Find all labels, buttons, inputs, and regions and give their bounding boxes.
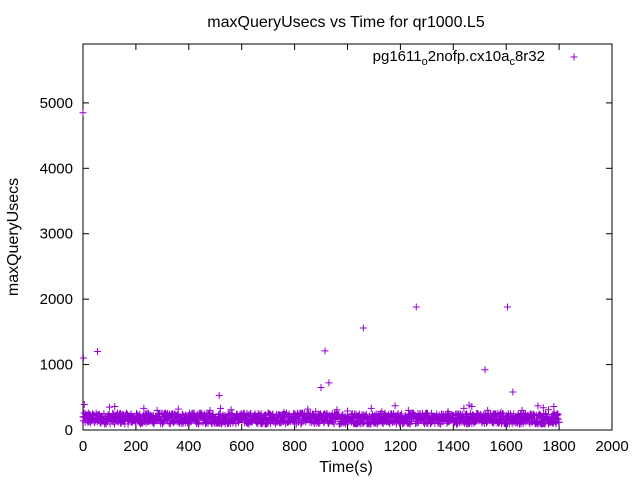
y-tick-label: 5000	[40, 95, 73, 112]
data-point	[227, 406, 235, 414]
x-tick-label: 1200	[384, 438, 417, 455]
data-point	[280, 408, 288, 416]
y-tick-label: 0	[65, 422, 73, 439]
data-point	[509, 388, 517, 396]
band-point	[142, 419, 150, 427]
data-point	[116, 410, 124, 418]
band-point	[462, 411, 470, 419]
band-point	[555, 418, 563, 426]
data-point	[325, 379, 333, 387]
band-point	[315, 420, 323, 428]
x-tick-label: 600	[229, 438, 254, 455]
data-point	[391, 402, 399, 410]
data-point	[460, 404, 468, 412]
chart-title: maxQueryUsecs vs Time for qr1000.L5	[207, 14, 485, 31]
data-point	[174, 405, 182, 413]
legend-label: pg1611o2nofp.cx10ac8r32	[373, 48, 545, 68]
x-axis-label: Time(s)	[319, 459, 373, 476]
series-points	[79, 109, 558, 418]
band-point	[297, 420, 305, 428]
data-point	[550, 402, 558, 410]
data-point	[317, 383, 325, 391]
data-point	[378, 408, 386, 416]
y-axis-ticks: 0 1000 2000 3000 4000 5000	[40, 95, 612, 439]
data-point	[243, 410, 251, 418]
data-point	[217, 404, 225, 412]
x-tick-label: 800	[282, 438, 307, 455]
plot-area-frame	[82, 43, 613, 431]
y-axis-label: maxQueryUsecs	[5, 178, 22, 296]
data-point	[80, 400, 88, 408]
data-point	[291, 410, 299, 418]
x-tick-label: 400	[176, 438, 201, 455]
data-point	[140, 404, 148, 412]
x-tick-label: 200	[123, 438, 148, 455]
x-tick-label: 1600	[490, 438, 523, 455]
data-point	[504, 303, 512, 311]
data-point	[105, 403, 113, 411]
band-point	[269, 410, 277, 418]
dense-point-band	[79, 409, 563, 428]
band-point	[228, 409, 236, 417]
data-point	[545, 406, 553, 414]
data-point	[412, 303, 420, 311]
data-point	[497, 408, 505, 416]
data-point	[321, 347, 329, 355]
data-point	[80, 354, 88, 362]
y-tick-label: 4000	[40, 160, 73, 177]
data-point	[404, 406, 412, 414]
data-point	[534, 402, 542, 410]
x-tick-label: 1400	[437, 438, 470, 455]
data-point	[215, 391, 223, 399]
legend: pg1611o2nofp.cx10ac8r32	[373, 48, 578, 68]
data-point	[79, 109, 87, 117]
data-point	[539, 404, 547, 412]
legend-marker	[570, 53, 578, 61]
y-tick-label: 1000	[40, 357, 73, 374]
data-point	[359, 324, 367, 332]
legend-plus-marker	[570, 53, 578, 61]
x-tick-label: 2000	[595, 438, 628, 455]
data-point	[299, 409, 307, 417]
data-point	[111, 402, 119, 410]
band-point	[193, 418, 201, 426]
data-point	[84, 409, 92, 417]
data-point	[304, 405, 312, 413]
data-point	[190, 409, 198, 417]
band-point	[257, 410, 265, 418]
data-point	[423, 409, 431, 417]
band-point	[537, 411, 545, 419]
x-tick-label: 1800	[542, 438, 575, 455]
band-point	[527, 417, 535, 425]
x-tick-label: 0	[79, 438, 87, 455]
data-point	[164, 410, 172, 418]
data-point	[333, 406, 341, 414]
data-point	[344, 407, 351, 415]
x-axis-ticks: 0 200 400 600 800 1000 1200 1400 1600 1800 2000	[79, 44, 629, 455]
y-tick-label: 3000	[40, 226, 73, 243]
data-point	[206, 406, 214, 414]
band-point	[335, 410, 343, 418]
data-point	[367, 404, 375, 412]
data-point	[468, 402, 476, 410]
data-point	[444, 408, 452, 416]
data-point	[481, 366, 489, 374]
data-point	[153, 406, 161, 414]
data-point	[94, 347, 102, 355]
data-point	[518, 406, 526, 414]
data-point	[484, 406, 492, 414]
x-tick-label: 1000	[331, 438, 364, 455]
y-tick-label: 2000	[40, 291, 73, 308]
data-point	[264, 409, 272, 417]
data-point	[312, 408, 320, 416]
